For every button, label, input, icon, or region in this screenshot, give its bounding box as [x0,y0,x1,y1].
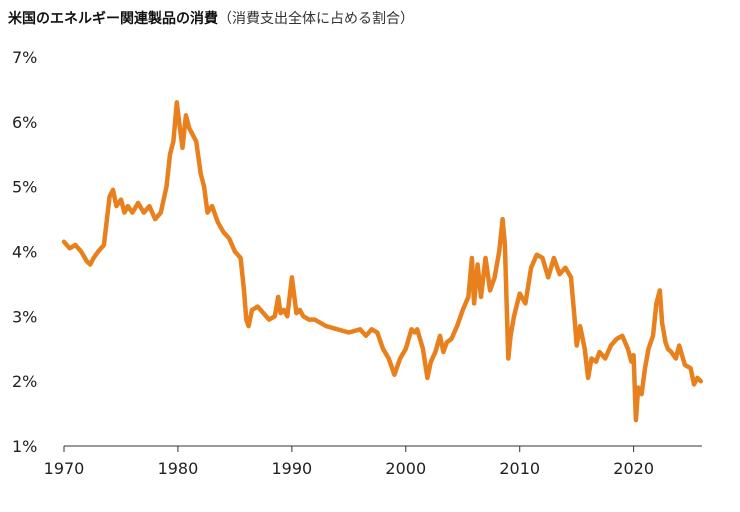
y-axis-ticks: 1% 2% 3% 4% 5% 6% 7% [12,48,37,456]
x-axis-ticks: 1970 1980 1990 2000 2010 2020 [44,446,654,478]
x-tick-label: 2010 [499,459,540,478]
series-line-energy-share [61,100,704,423]
chart-title-block: 米国のエネルギー関連製品の消費（消費支出全体に占める割合） [8,8,414,28]
x-tick-label: 1990 [271,459,312,478]
x-tick-label: 2020 [613,459,654,478]
y-tick-label: 1% [12,437,37,456]
chart-title: 米国のエネルギー関連製品の消費 [8,11,218,27]
y-tick-label: 4% [12,243,37,262]
x-tick-label: 2000 [385,459,426,478]
y-tick-label: 3% [12,307,37,326]
y-tick-label: 5% [12,178,37,197]
chart-subtitle: （消費支出全体に占める割合） [218,11,414,27]
y-tick-label: 2% [12,372,37,391]
y-tick-label: 7% [12,48,37,67]
y-tick-label: 6% [12,113,37,132]
x-tick-label: 1980 [158,459,199,478]
x-tick-label: 1970 [44,459,85,478]
